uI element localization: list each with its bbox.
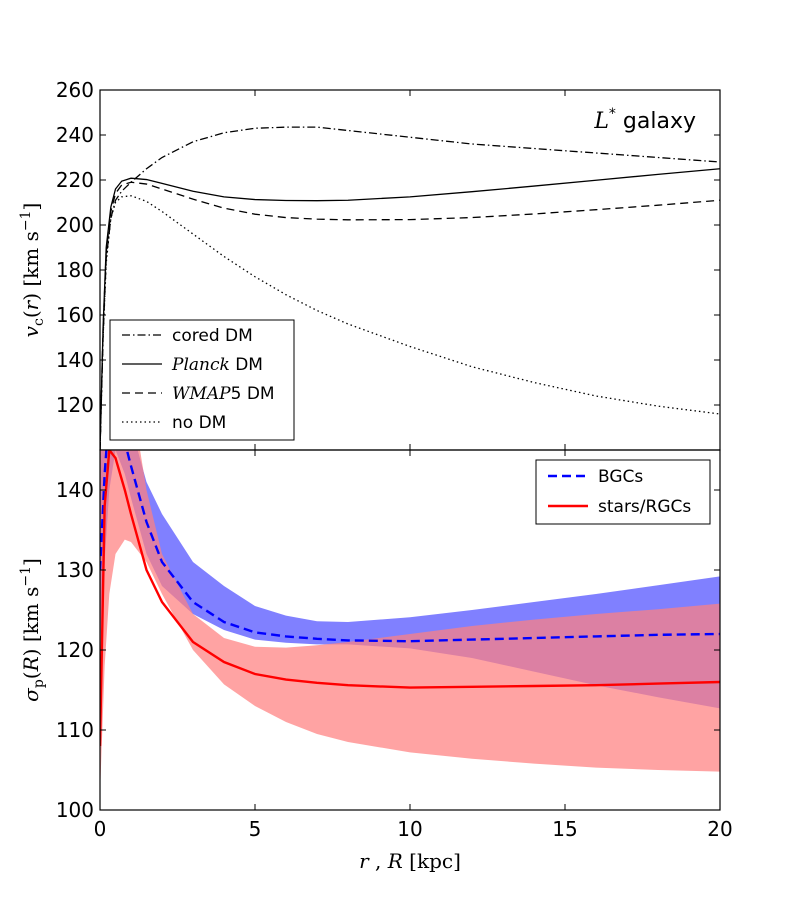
top-annotation: L* galaxy — [593, 106, 696, 134]
line-planck-dm — [100, 168, 720, 450]
bottom-ytick-label: 130 — [56, 558, 94, 582]
bottom-y-axis-label: σp(R) [km s−1] — [18, 558, 47, 702]
top-panel: 120 140 160 180 200 220 240 260 L* galaxy cored… — [56, 78, 721, 451]
bottom-legend-box — [535, 459, 711, 525]
top-ytick-label: 260 — [56, 78, 94, 102]
bottom-xtick-label: 5 — [249, 817, 262, 841]
top-ytick-label: 140 — [56, 348, 94, 372]
top-y-axis-label: vc(r) [km s−1] — [18, 203, 47, 338]
band-stars-rgcs — [100, 450, 720, 794]
bottom-ytick-label: 140 — [56, 478, 94, 502]
bottom-ytick-label: 120 — [56, 638, 94, 662]
top-ytick-label: 160 — [56, 303, 94, 327]
legend-label-wmap5-dm: WMAP5 DM — [172, 384, 275, 404]
top-ytick-label: 240 — [56, 123, 94, 147]
line-no-dm — [100, 195, 720, 450]
legend-label-cored-dm: cored DM — [172, 326, 253, 346]
bottom-xtick-label: 0 — [94, 817, 107, 841]
bottom-panel: 100 110 120 130 140 0 5 10 15 20 BGCs stars/RGCs — [56, 449, 733, 841]
top-ytick-label: 180 — [56, 258, 94, 282]
bottom-xtick-label: 10 — [397, 817, 422, 841]
legend-label-no-dm: no DM — [172, 413, 226, 433]
top-ytick-label: 220 — [56, 168, 94, 192]
bottom-legend: BGCs stars/RGCs — [535, 459, 711, 525]
line-wmap5-dm — [100, 181, 720, 450]
legend-label-planck-dm: Planck DM — [171, 355, 263, 375]
top-legend: cored DM Planck DM WMAP5 DM no DM — [109, 319, 295, 441]
legend-label-stars-rgcs: stars/RGCs — [598, 497, 691, 517]
bottom-xtick-label: 15 — [552, 817, 577, 841]
line-stars-rgcs — [100, 450, 720, 747]
bottom-ytick-label: 110 — [56, 718, 94, 742]
bottom-xtick-label: 20 — [707, 817, 732, 841]
legend-label-bgcs: BGCs — [598, 467, 643, 487]
top-legend-box — [109, 319, 295, 441]
x-axis-label: r , R [kpc] — [359, 849, 461, 873]
bottom-ytick-label: 100 — [56, 798, 94, 822]
top-ytick-label: 120 — [56, 393, 94, 417]
line-cored-dm — [100, 126, 720, 450]
top-ytick-label: 200 — [56, 213, 94, 237]
line-bgcs — [100, 450, 720, 643]
